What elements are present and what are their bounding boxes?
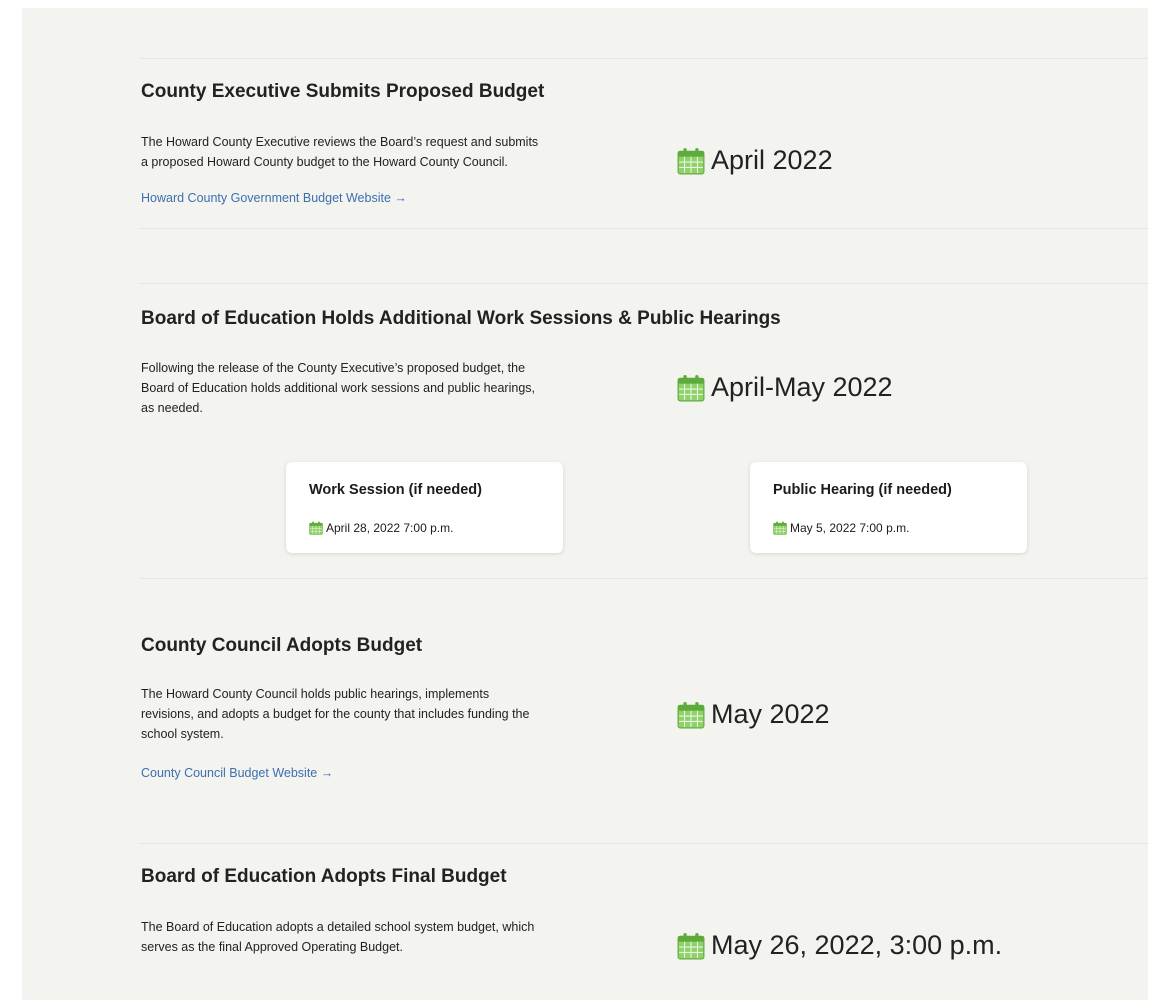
calendar-icon bbox=[677, 932, 705, 960]
section-date: May 26, 2022, 3:00 p.m. bbox=[677, 930, 1002, 961]
calendar-icon bbox=[773, 521, 787, 535]
card-title: Public Hearing (if needed) bbox=[773, 482, 952, 498]
section-text: school system. bbox=[141, 727, 224, 741]
section-title: Board of Education Holds Additional Work… bbox=[141, 308, 781, 329]
section-text: serves as the final Approved Operating B… bbox=[141, 940, 403, 954]
divider bbox=[140, 283, 1148, 284]
section-text: The Howard County Council holds public h… bbox=[141, 687, 490, 701]
section-title: County Council Adopts Budget bbox=[141, 635, 423, 656]
divider bbox=[140, 228, 1148, 229]
date-text: April 28, 2022 7:00 p.m. bbox=[326, 521, 454, 535]
event-card: Public Hearing (if needed) May 5, 2022 7… bbox=[750, 462, 1027, 553]
section-text: as needed. bbox=[141, 401, 203, 415]
card-date: April 28, 2022 7:00 p.m. bbox=[309, 521, 453, 535]
section-text: Following the release of the County Exec… bbox=[141, 361, 526, 375]
date-text: April-May 2022 bbox=[711, 372, 893, 402]
section-title: County Executive Submits Proposed Budget bbox=[141, 81, 545, 102]
section-date: April 2022 bbox=[677, 145, 833, 176]
section-link[interactable]: County Council Budget Website → bbox=[141, 766, 334, 780]
calendar-icon bbox=[677, 147, 705, 175]
section-text: a proposed Howard County budget to the H… bbox=[141, 155, 508, 169]
section-date: April-May 2022 bbox=[677, 372, 893, 403]
page: County Executive Submits Proposed Budget… bbox=[22, 8, 1148, 1000]
section-text: The Howard County Executive reviews the … bbox=[141, 135, 539, 149]
calendar-icon bbox=[677, 374, 705, 402]
section-link[interactable]: Howard County Government Budget Website … bbox=[141, 191, 407, 205]
divider bbox=[140, 578, 1148, 579]
date-text: May 5, 2022 7:00 p.m. bbox=[790, 521, 910, 535]
card-date: May 5, 2022 7:00 p.m. bbox=[773, 521, 909, 535]
section-date: May 2022 bbox=[677, 699, 830, 730]
card-title: Work Session (if needed) bbox=[309, 482, 482, 498]
divider bbox=[140, 58, 1148, 59]
section-title: Board of Education Adopts Final Budget bbox=[141, 866, 507, 887]
calendar-icon bbox=[309, 521, 323, 535]
section-text: revisions, and adopts a budget for the c… bbox=[141, 707, 530, 721]
section-text: Board of Education holds additional work… bbox=[141, 381, 535, 395]
section-text: The Board of Education adopts a detailed… bbox=[141, 920, 535, 934]
date-text: May 26, 2022, 3:00 p.m. bbox=[711, 930, 1003, 960]
event-card: Work Session (if needed) April 28, 2022 … bbox=[286, 462, 563, 553]
calendar-icon bbox=[677, 701, 705, 729]
date-text: May 2022 bbox=[711, 699, 830, 729]
divider bbox=[140, 843, 1148, 844]
date-text: April 2022 bbox=[711, 145, 833, 175]
